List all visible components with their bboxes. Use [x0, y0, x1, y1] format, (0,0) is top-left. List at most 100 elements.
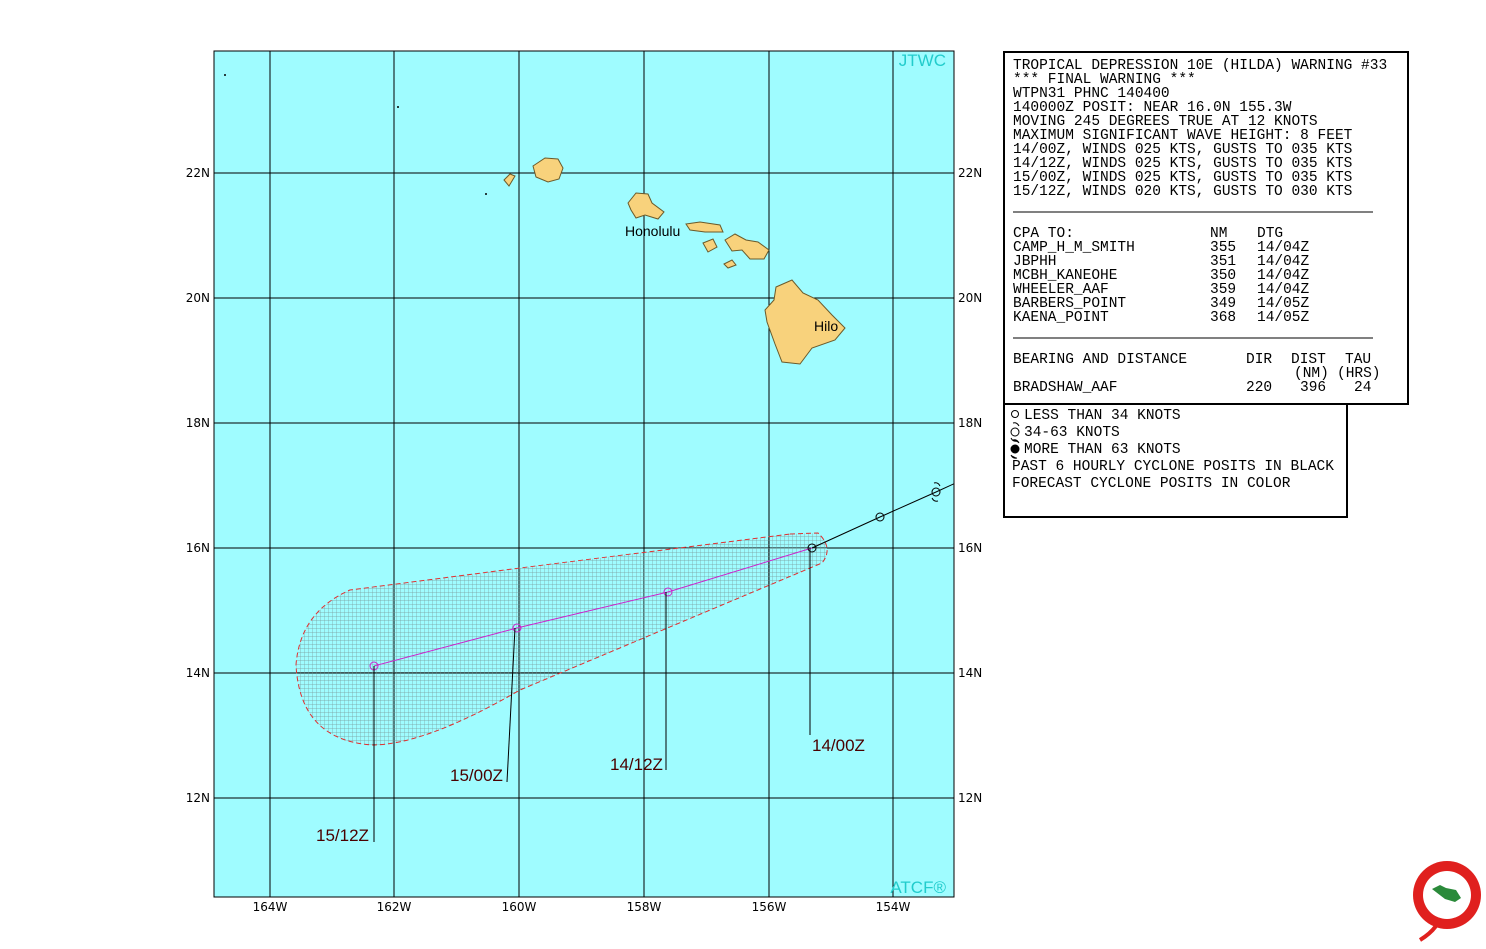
lat-label: 18N	[186, 416, 210, 430]
islet	[397, 106, 399, 108]
warning-line: 140000Z POSIT: NEAR 16.0N 155.3W	[1013, 100, 1292, 116]
cpa-cell: 14/05Z	[1257, 310, 1310, 326]
warning-line: MAXIMUM SIGNIFICANT WAVE HEIGHT: 8 FEET	[1013, 128, 1353, 144]
legend-entry: FORECAST CYCLONE POSITS IN COLOR	[1012, 476, 1291, 492]
hawaii-island	[764, 279, 846, 365]
warning-line: 15/00Z, WINDS 025 KTS, GUSTS TO 035 KTS	[1013, 170, 1352, 186]
bearing-unit: (HRS)	[1337, 366, 1381, 382]
legend-entry: LESS THAN 34 KNOTS	[1024, 408, 1181, 424]
cpa-cell: 14/04Z	[1257, 254, 1310, 270]
islands	[503, 157, 846, 365]
cpa-cell: 368	[1210, 310, 1236, 326]
lat-label: 14N	[186, 666, 210, 680]
cpa-cell: MCBH_KANEOHE	[1013, 268, 1117, 284]
lon-label: 156W	[752, 900, 787, 914]
warning-line: WTPN31 PHNC 140400	[1013, 86, 1170, 102]
legend-panel	[1003, 403, 1348, 518]
bearing-header: DIR	[1246, 352, 1272, 368]
legend-entry: MORE THAN 63 KNOTS	[1024, 442, 1181, 458]
cpa-cell: 349	[1210, 296, 1236, 312]
logo-islands	[1432, 885, 1461, 902]
cpa-cell: 350	[1210, 268, 1236, 284]
cpa-header: DTG	[1257, 226, 1283, 242]
cpa-cell: KAENA_POINT	[1013, 310, 1109, 326]
past-track	[811, 483, 954, 549]
lat-label: 20N	[958, 291, 982, 305]
place-label: Honolulu	[625, 223, 680, 239]
forecast-time: 15/00Z	[450, 766, 503, 785]
bearing-header: TAU	[1345, 352, 1371, 368]
bearing-cell: 396	[1300, 380, 1326, 396]
warning-panel	[1003, 51, 1409, 405]
legend-symbol	[1011, 410, 1019, 418]
leaders	[373, 548, 811, 842]
islet	[485, 193, 487, 195]
forecast-time: 15/12Z	[316, 826, 369, 845]
lat-label: 18N	[958, 416, 982, 430]
warning-line: *** FINAL WARNING ***	[1013, 72, 1196, 88]
forecast-position	[663, 587, 673, 597]
cpa-cell: CAMP_H_M_SMITH	[1013, 240, 1135, 256]
lat-label: 12N	[186, 791, 210, 805]
logo-tail	[1418, 924, 1438, 942]
lat-label: 16N	[958, 541, 982, 555]
bearing-header: DIST	[1291, 352, 1326, 368]
corner-label: JTWC	[899, 51, 946, 70]
cpa-cell: 14/04Z	[1257, 282, 1310, 298]
islet	[224, 74, 226, 76]
lon-label: 164W	[253, 900, 288, 914]
lat-label: 22N	[958, 166, 982, 180]
kauai	[532, 157, 564, 183]
corner-label: ATCF®	[890, 878, 946, 897]
maui	[724, 233, 770, 260]
lanai	[702, 238, 718, 253]
bearing-header: BEARING AND DISTANCE	[1013, 352, 1187, 368]
lat-label: 14N	[958, 666, 982, 680]
warning-line: 14/12Z, WINDS 025 KTS, GUSTS TO 035 KTS	[1013, 156, 1352, 172]
niihau	[503, 173, 516, 187]
lat-label: 16N	[186, 541, 210, 555]
warning-line: TROPICAL DEPRESSION 10E (HILDA) WARNING …	[1013, 58, 1387, 74]
warning-line: MOVING 245 DEGREES TRUE AT 12 KNOTS	[1013, 114, 1318, 130]
cpa-cell: JBPHH	[1013, 254, 1057, 270]
forecast-track	[373, 547, 813, 667]
bearing-unit: (NM)	[1294, 366, 1329, 382]
cpa-header: NM	[1210, 226, 1227, 242]
place-label: Hilo	[814, 318, 838, 334]
lat-label: 12N	[958, 791, 982, 805]
legend-entry: PAST 6 HOURLY CYCLONE POSITS IN BLACK	[1012, 459, 1334, 475]
cpa-cell: 359	[1210, 282, 1236, 298]
cpa-cell: 351	[1210, 254, 1236, 270]
past-position	[875, 512, 885, 522]
cpa-cell: 355	[1210, 240, 1236, 256]
lat-label: 20N	[186, 291, 210, 305]
current-position	[807, 543, 817, 553]
warning-line: 14/00Z, WINDS 025 KTS, GUSTS TO 035 KTS	[1013, 142, 1352, 158]
forecast-time: 14/12Z	[610, 755, 663, 774]
kahoolawe	[723, 259, 737, 269]
error-cone	[295, 532, 828, 746]
cpa-cell: 14/05Z	[1257, 296, 1310, 312]
oahu	[627, 192, 665, 220]
cpa-cell: 14/04Z	[1257, 268, 1310, 284]
cpa-header: CPA TO:	[1013, 226, 1074, 242]
lon-label: 158W	[627, 900, 662, 914]
warning-line: 15/12Z, WINDS 020 KTS, GUSTS TO 030 KTS	[1013, 184, 1352, 200]
bearing-cell: 220	[1246, 380, 1272, 396]
bearing-cell: BRADSHAW_AAF	[1013, 380, 1117, 396]
bearing-cell: 24	[1354, 380, 1371, 396]
forecast-time: 14/00Z	[812, 736, 865, 755]
lat-label: 22N	[186, 166, 210, 180]
cpa-cell: WHEELER_AAF	[1013, 282, 1109, 298]
cpa-cell: BARBERS_POINT	[1013, 296, 1126, 312]
legend-entry: 34-63 KNOTS	[1024, 425, 1120, 441]
lon-label: 154W	[876, 900, 911, 914]
track	[295, 482, 954, 842]
lon-label: 160W	[502, 900, 537, 914]
lon-label: 162W	[377, 900, 412, 914]
legend-symbol	[1010, 439, 1020, 459]
map-frame	[213, 50, 955, 898]
molokai	[685, 221, 724, 233]
past-storm-symbol	[931, 482, 941, 502]
